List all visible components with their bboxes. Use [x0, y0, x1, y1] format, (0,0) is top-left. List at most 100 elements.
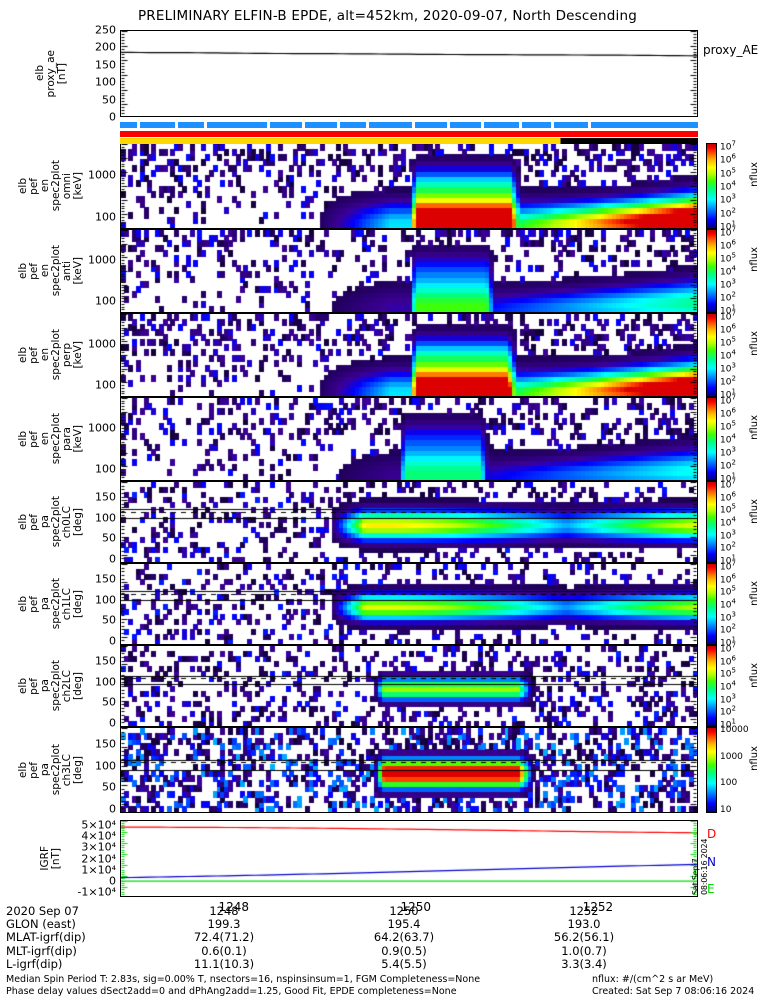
ytick-label: 150 — [95, 58, 116, 72]
ytick-label: 150 — [95, 654, 116, 668]
bar-gap — [137, 122, 141, 128]
colorbar-tick: 10000 — [720, 725, 749, 735]
colorbar-tick: 101 — [720, 387, 736, 401]
bar-gap — [518, 122, 522, 128]
ytick-label: 2×10⁴ — [81, 852, 116, 865]
proxy-ae-right-label: proxy_AE — [703, 43, 759, 57]
colorbar-tick: 104 — [720, 679, 736, 693]
bar-gap — [446, 122, 450, 128]
colorbar-tick: 102 — [720, 374, 736, 388]
row-value: 1250 — [389, 904, 419, 918]
created-timestamp: Created: Sat Sep 7 08:06:16 2024 — [592, 985, 755, 997]
bar-gap — [481, 122, 485, 128]
bar-gap — [174, 122, 178, 128]
colorbar-tick: 106 — [720, 654, 736, 668]
igrf-legend-E: E — [707, 882, 715, 896]
igrf-legend-N: N — [707, 855, 716, 869]
colorbar-tick: 101 — [720, 219, 736, 233]
rotated-timestamp: Sat Sep 7 08:06:16 2024 — [691, 838, 709, 895]
row-label: MLAT-igrf(dip) — [6, 930, 86, 945]
ytick-label: 0 — [109, 634, 116, 648]
colorbar-tick: 106 — [720, 322, 736, 336]
colorbar-tick: 103 — [720, 192, 736, 206]
ytick-label: 250 — [95, 23, 116, 37]
colorbar-tick: 106 — [720, 572, 736, 586]
row-label: MLT-igrf(dip) — [6, 943, 77, 958]
ytick-label: -1×10⁴ — [77, 885, 116, 899]
panel-elb_pef_en_spec2plot_para — [120, 397, 698, 481]
row-value: 0.9(0.5) — [381, 943, 427, 958]
colorbar-tick: 106 — [720, 490, 736, 504]
colorbar-elb_pef_en_spec2plot_omni — [706, 143, 717, 229]
row-value: 1248 — [209, 904, 239, 918]
colorbar-tick: 103 — [720, 445, 736, 459]
colorbar-tick: 101 — [720, 471, 736, 485]
row-value: 5.4(5.5) — [381, 956, 427, 971]
status-bar-science-zone — [120, 122, 698, 128]
panel-elb_pef_pa_spec2plot_ch3LC — [120, 727, 698, 813]
ytick-label: 100 — [95, 294, 116, 308]
colorbar-tick: 107 — [720, 139, 736, 153]
panel-elb_pef_pa_spec2plot_ch0LC — [120, 481, 698, 563]
row-value: 72.4(71.2) — [193, 930, 255, 945]
row-value: 64.2(63.7) — [373, 930, 435, 945]
ylabel-word: [nT] — [50, 847, 62, 870]
panel-canvas-elb_pef_pa_spec2plot_ch2LC — [121, 646, 697, 726]
colorbar-label-elb_pef_pa_spec2plot_ch3LC: nflux — [749, 745, 760, 771]
footnotes-left: Median Spin Period T: 2.83s, sig=0.00% T… — [6, 974, 480, 997]
ytick-label: 1000 — [88, 168, 116, 182]
ytick-label: 150 — [95, 572, 116, 586]
colorbar-tick: 105 — [720, 251, 736, 265]
colorbar-tick: 105 — [720, 502, 736, 516]
row-label: L-igrf(dip) — [6, 956, 63, 971]
colorbar-elb_pef_pa_spec2plot_ch3LC — [706, 727, 717, 813]
page-title: PRELIMINARY ELFIN-B EPDE, alt=452km, 202… — [137, 8, 638, 24]
ytick-label: 50 — [102, 93, 116, 107]
panel-igrf — [120, 820, 698, 897]
panel-proxy_ae — [120, 30, 698, 117]
row-value: 1252 — [569, 904, 599, 918]
ytick-label: 0 — [109, 552, 116, 566]
colorbar-tick: 106 — [720, 238, 736, 252]
bar-gap — [588, 122, 592, 128]
colorbar-tick: 105 — [720, 584, 736, 598]
colorbar-tick: 104 — [720, 264, 736, 278]
colorbar-label-elb_pef_pa_spec2plot_ch1LC: nflux — [749, 581, 760, 606]
ytick-label: 50 — [102, 613, 116, 627]
colorbar-tick: 107 — [720, 559, 736, 573]
colorbar-tick: 104 — [720, 179, 736, 193]
colorbar-tick: 103 — [720, 528, 736, 542]
colorbar-elb_pef_en_spec2plot_anti — [706, 229, 717, 313]
bar-gap — [302, 122, 306, 128]
row-value: 193.0 — [567, 917, 601, 932]
bar-gap — [365, 122, 369, 128]
panel-canvas-elb_pef_en_spec2plot_perp — [121, 314, 697, 396]
colorbar-tick: 107 — [720, 641, 736, 655]
colorbar-tick: 101 — [720, 553, 736, 567]
colorbar-tick: 102 — [720, 290, 736, 304]
panel-canvas-elb_pef_pa_spec2plot_ch0LC — [121, 482, 697, 562]
panel-canvas-elb_pef_en_spec2plot_omni — [121, 144, 697, 228]
colorbar-tick: 102 — [720, 704, 736, 718]
colorbar-tick: 106 — [720, 152, 736, 166]
panel-canvas-elb_pef_pa_spec2plot_ch3LC — [121, 728, 697, 812]
bar-gap — [267, 122, 271, 128]
colorbar-tick: 106 — [720, 406, 736, 420]
footnote-line2: Phase delay values dSect2add=0 and dPhAn… — [6, 985, 457, 997]
table-row: 2020 Sep 07 1248 1250 1252 — [6, 904, 674, 918]
table-row: L-igrf(dip) 11.1(10.3) 5.4(5.5) 3.3(3.4) — [6, 956, 674, 971]
colorbar-tick: 102 — [720, 622, 736, 636]
ytick-label: 100 — [95, 210, 116, 224]
colorbar-label-elb_pef_en_spec2plot_omni: nflux — [749, 161, 760, 187]
ytick-label: 1×10⁴ — [81, 863, 116, 877]
row-label: GLON (east) — [6, 917, 76, 932]
ytick-label: 0 — [109, 110, 116, 124]
colorbar-tick: 103 — [720, 610, 736, 624]
ytick-label: 100 — [95, 75, 116, 89]
status-bar-attitude — [120, 131, 698, 137]
colorbar-elb_pef_pa_spec2plot_ch0LC — [706, 481, 717, 563]
panel-elb_pef_pa_spec2plot_ch1LC — [120, 563, 698, 645]
bar-gap — [411, 122, 415, 128]
colorbar-tick: 1000 — [720, 751, 743, 762]
bottom-info-table: 2020 Sep 07 1248 1250 1252 GLON (east) 199.3 1… — [6, 904, 674, 971]
